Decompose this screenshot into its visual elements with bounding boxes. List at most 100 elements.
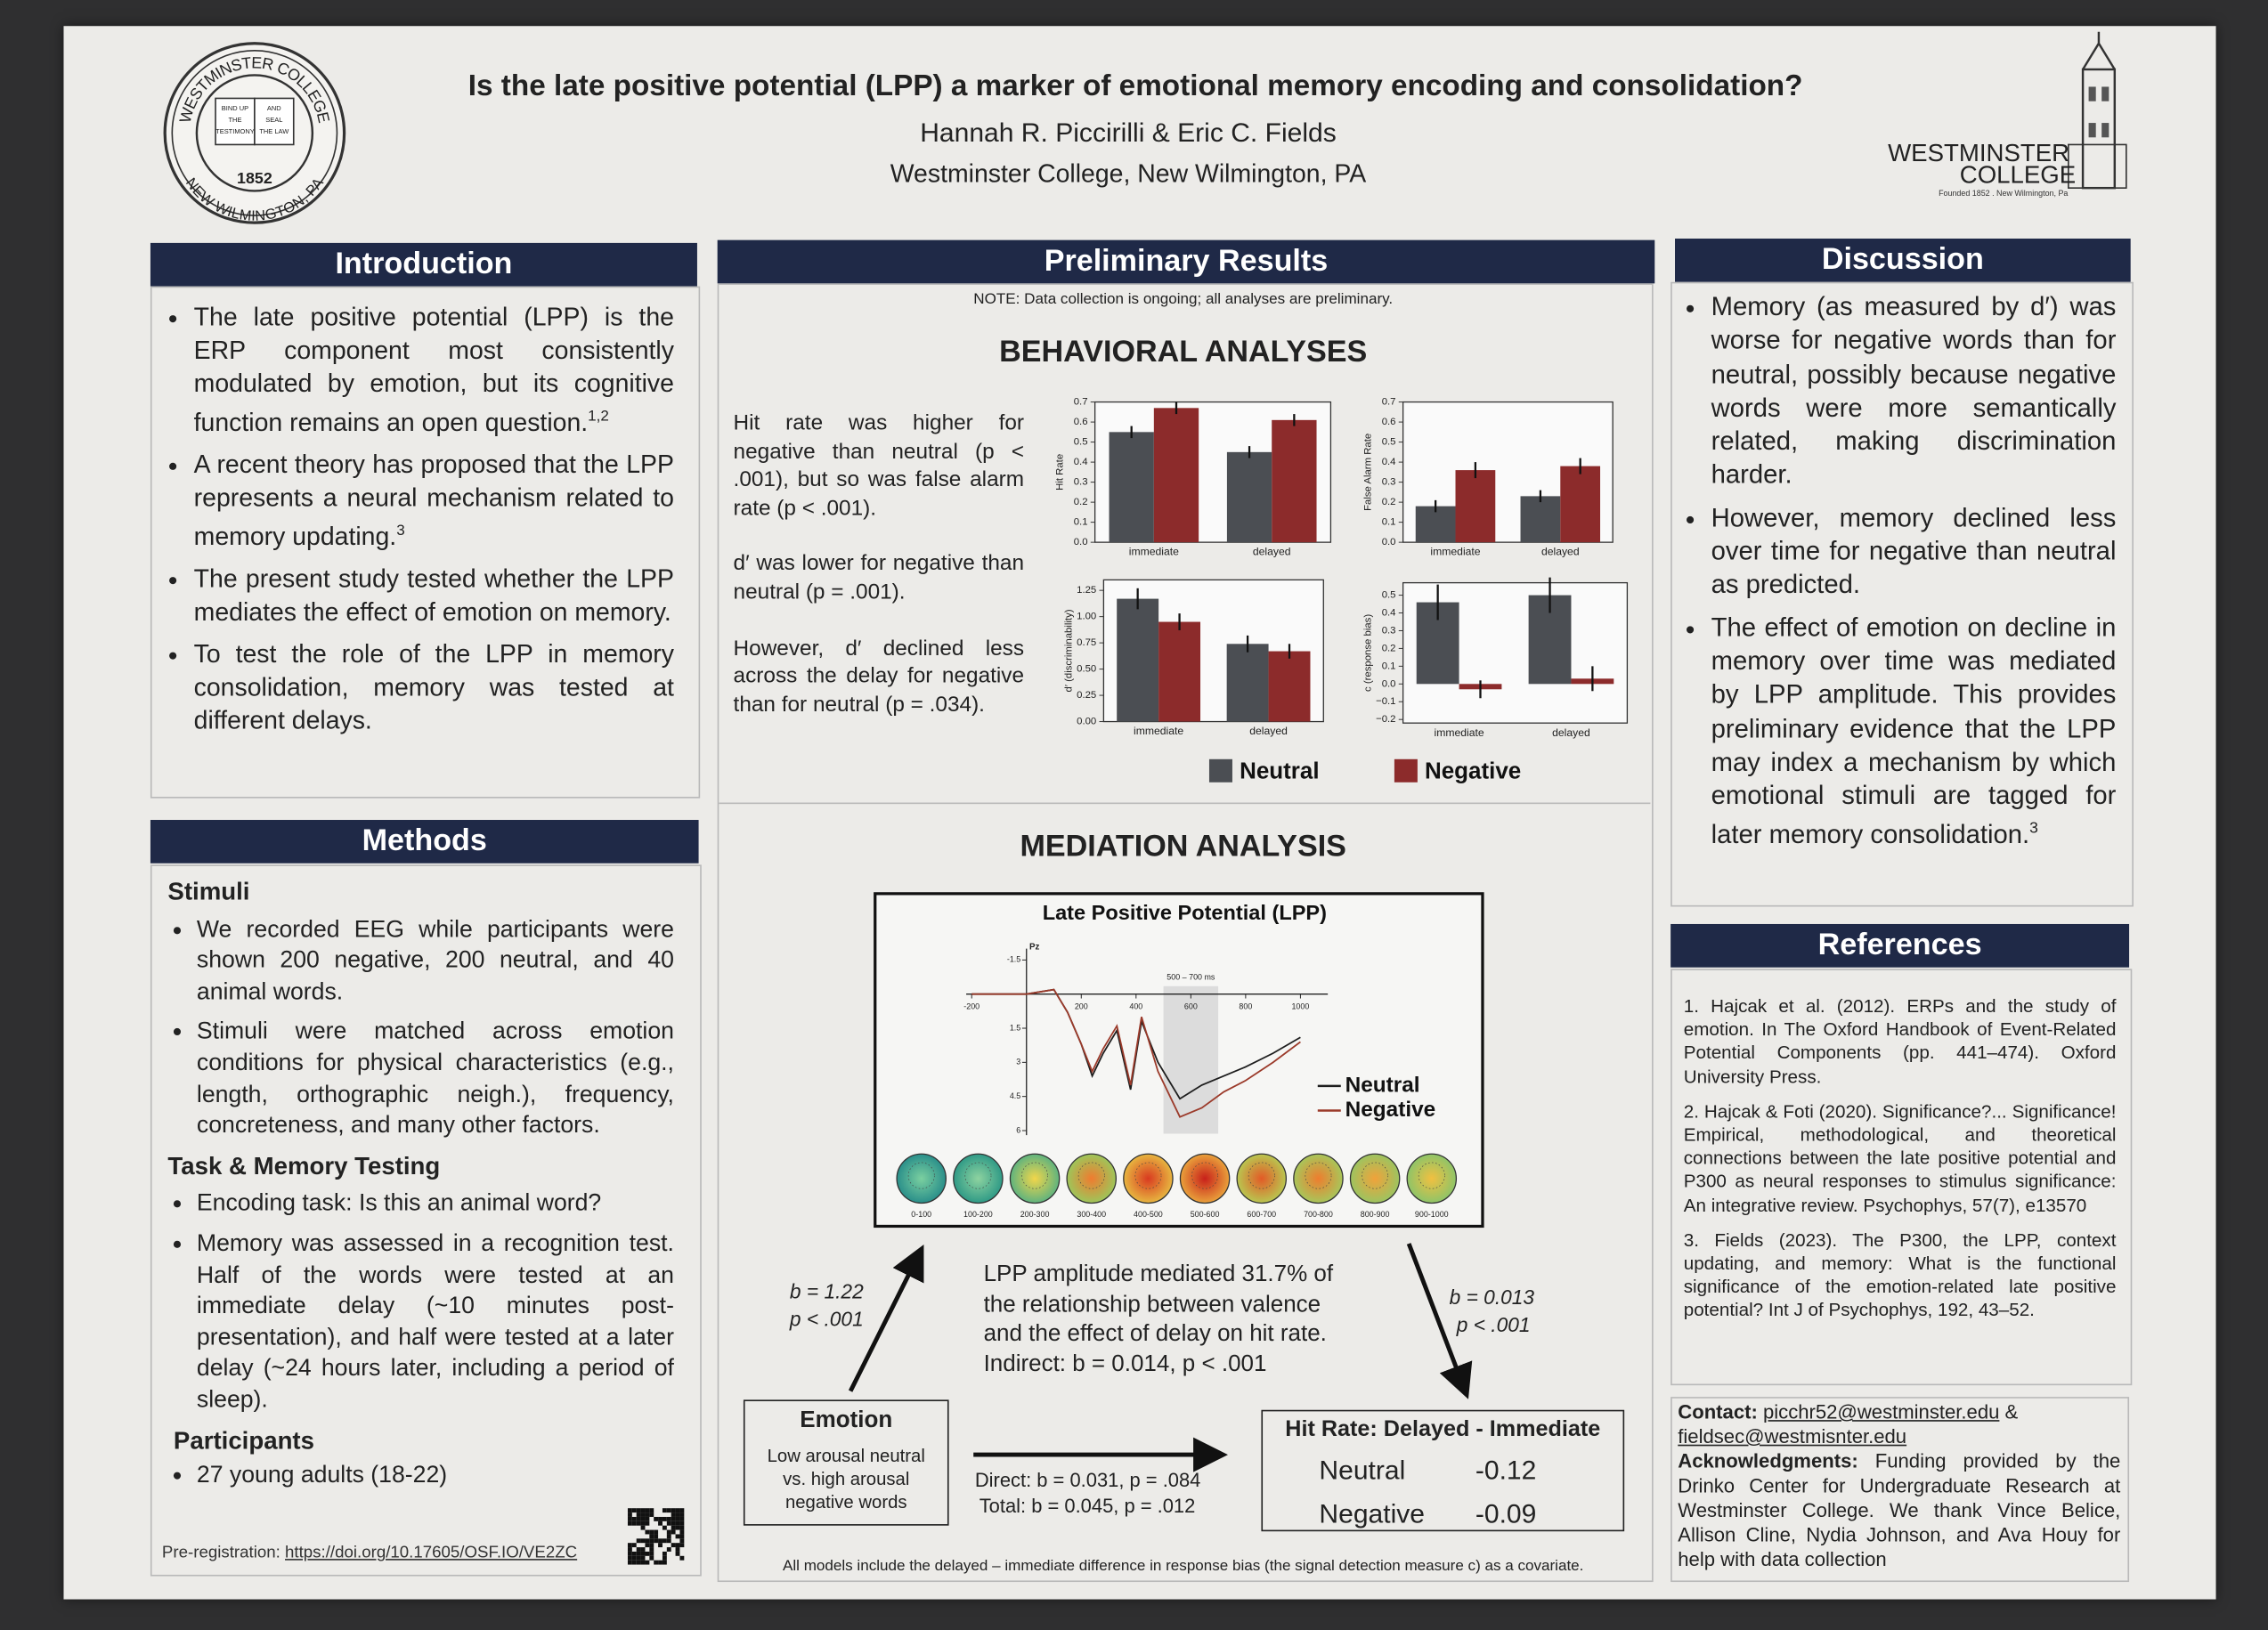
topomap-contour: [1021, 1162, 1049, 1189]
poster-title: Is the late positive potential (LPP) a m…: [467, 69, 1803, 103]
affiliation: Westminster College, New Wilmington, PA: [890, 158, 1367, 189]
qr-cell: [675, 1508, 680, 1513]
book-line: AND: [267, 104, 281, 112]
prereg-link[interactable]: https://doi.org/10.17605/OSF.IO/VE2ZC: [285, 1544, 578, 1562]
qr-cell: [631, 1516, 637, 1521]
qr-cell: [636, 1551, 641, 1556]
paragraph: Hit rate was higher for negative than ne…: [733, 410, 1025, 521]
bullet-list: Memory (as measured by d′) was worse for…: [1682, 290, 2117, 852]
subheading: Participants: [173, 1426, 314, 1455]
paragraph: However, d′ declined less across the del…: [733, 636, 1025, 718]
path-arrow: [848, 1244, 924, 1392]
book-page: [254, 97, 295, 146]
qr-cell: [675, 1521, 680, 1526]
bullet-text: A recent theory has proposed that the LP…: [193, 449, 674, 551]
path-label: b = 0.013 p < .001: [1450, 1284, 1534, 1339]
results-note: NOTE: Data collection is ongoing; all an…: [973, 290, 1394, 308]
legend-label: Negative: [1425, 757, 1521, 783]
qr-cell: [636, 1555, 641, 1561]
qr-cell: [640, 1555, 646, 1561]
qr-cell: [636, 1547, 641, 1552]
intro-body: The late positive potential (LPP) is the…: [165, 301, 674, 746]
bullet-list: We recorded EEG while participants were …: [167, 915, 674, 1142]
line-series: [971, 988, 1301, 1118]
qr-cell: [662, 1525, 667, 1530]
qr-cell: [645, 1516, 650, 1521]
bullet-list: The late positive potential (LPP) is the…: [165, 301, 674, 737]
y-tick-label: 0.5: [1382, 437, 1396, 448]
discussion-body: Memory (as measured by d′) was worse for…: [1682, 290, 2117, 861]
college-seal: WESTMINSTER COLLEGE NEW WILMINGTON, PA B…: [163, 42, 346, 224]
qr-cell: [649, 1508, 654, 1513]
qr-cell: [636, 1516, 641, 1521]
section-box: [717, 283, 1654, 1583]
qr-cell: [636, 1521, 641, 1526]
x-tick-label: delayed: [1253, 546, 1291, 558]
qr-cell: [631, 1551, 637, 1556]
legend-label: Neutral: [1345, 1073, 1420, 1097]
qr-cell: [675, 1551, 680, 1556]
x-tick-label: 600: [1184, 1002, 1198, 1011]
bar: [1109, 432, 1154, 543]
methods-body: Stimuli We recorded EEG while participan…: [167, 876, 674, 1500]
y-tick-label: 0.7: [1074, 397, 1088, 408]
topomap: [1406, 1153, 1458, 1204]
qr-cell: [679, 1555, 685, 1561]
qr-cell: [627, 1516, 632, 1521]
x-tick-label: immediate: [1129, 546, 1179, 558]
qr-cell: [649, 1551, 654, 1556]
qr-cell: [675, 1543, 680, 1548]
bullet: A recent theory has proposed that the LP…: [194, 448, 674, 553]
bullet-text: 27 young adults (18-22): [196, 1462, 448, 1488]
qr-cell: [654, 1534, 659, 1539]
qr-cell: [675, 1547, 680, 1552]
section-heading: Introduction: [150, 242, 697, 287]
qr-cell: [640, 1538, 646, 1544]
y-tick-label: 0.1: [1382, 661, 1396, 671]
path-b: b = 1.22: [789, 1279, 864, 1303]
box-line: negative words: [784, 1492, 907, 1513]
y-axis-label: d′ (discriminability): [1063, 609, 1074, 692]
qr-cell: [679, 1538, 685, 1544]
acknowledgments: Acknowledgments: Funding provided by the…: [1678, 1449, 2120, 1572]
qr-cell: [640, 1512, 646, 1517]
y-tick-label: 0.3: [1074, 477, 1088, 488]
y-tick-label: 3: [1016, 1058, 1020, 1066]
qr-cell: [654, 1560, 659, 1565]
qr-cell: [679, 1543, 685, 1548]
legend-swatch: [1394, 758, 1418, 783]
qr-cell: [679, 1512, 685, 1517]
y-tick-label: 1.25: [1077, 585, 1096, 596]
bar: [1153, 408, 1199, 543]
direct-total: Direct: b = 0.031, p = .084 Total: b = 0…: [975, 1468, 1201, 1520]
qr-cell: [675, 1516, 680, 1521]
qr-cell: [666, 1547, 671, 1552]
y-tick-label: 0.1: [1074, 517, 1088, 528]
qr-cell: [654, 1538, 659, 1544]
bar: [1520, 496, 1561, 543]
topomap: [953, 1153, 1004, 1204]
section-box: [1671, 1397, 2130, 1583]
path-b: b = 0.013: [1449, 1285, 1535, 1310]
qr-cell: [675, 1525, 680, 1530]
bullet: The present study tested whether the LPP…: [194, 562, 674, 628]
qr-cell: [679, 1525, 685, 1530]
y-tick-label: −0.1: [1376, 696, 1395, 707]
qr-cell: [662, 1508, 667, 1513]
path-p: p < .001: [789, 1307, 864, 1331]
topomap-contour: [964, 1162, 992, 1189]
qr-cell: [666, 1516, 671, 1521]
emotion-box: Emotion Low arousal neutral vs. high aro…: [743, 1399, 949, 1526]
x-tick-label: 1000: [1291, 1002, 1309, 1011]
book-line: THE: [228, 116, 241, 124]
email[interactable]: picchr52@westminster.edu: [1762, 1401, 2000, 1423]
topomap: [1349, 1153, 1401, 1204]
email[interactable]: fieldsec@westmisnter.edu: [1678, 1425, 1907, 1448]
book-line: SEAL: [265, 116, 282, 124]
topomap-label: 700-800: [1304, 1210, 1333, 1219]
subheading: Task & Memory Testing: [167, 1152, 441, 1180]
x-tick-label: delayed: [1541, 546, 1580, 558]
path-p: p < .001: [1456, 1312, 1531, 1336]
topomap-contour: [1248, 1162, 1275, 1189]
qr-code: [627, 1508, 685, 1565]
